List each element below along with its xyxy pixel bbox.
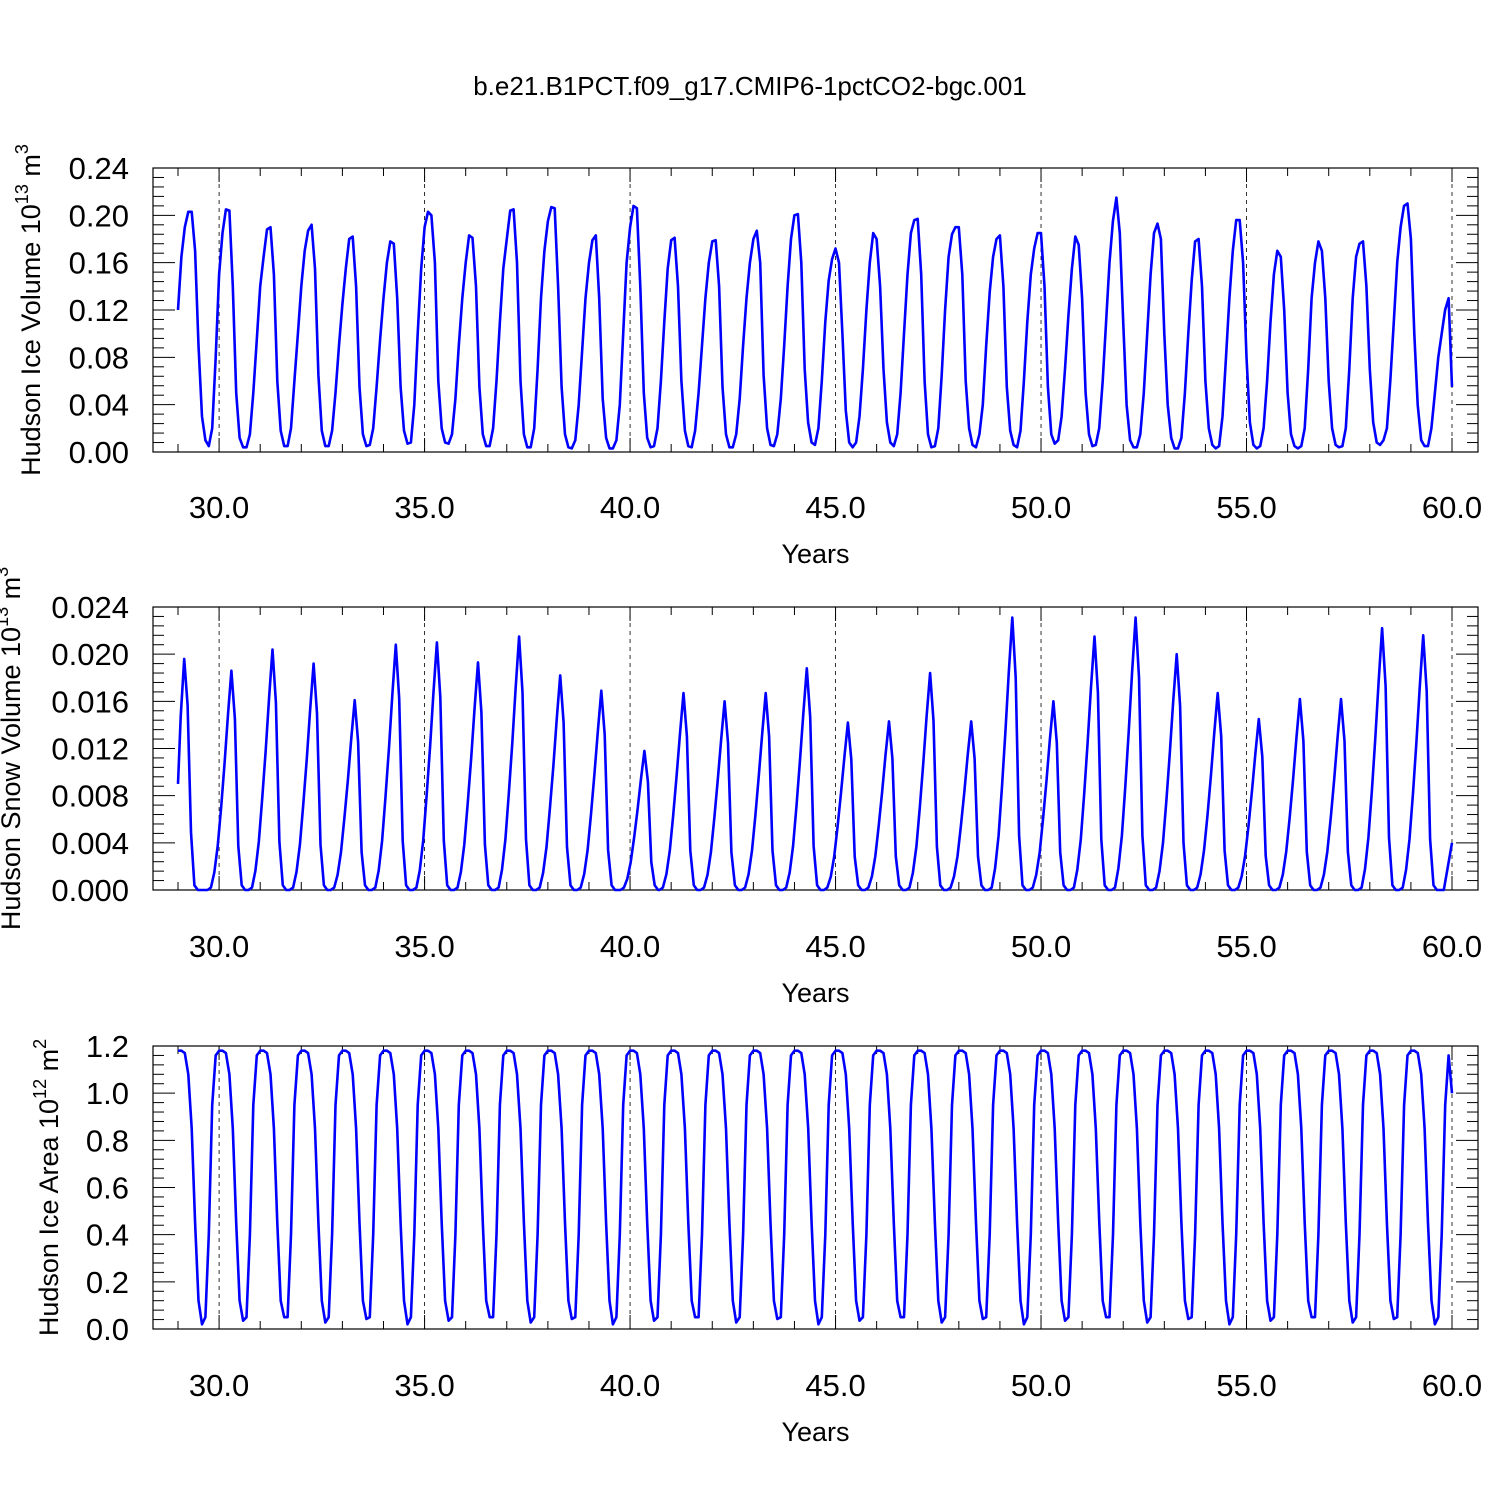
- snow-volume-series-line: [176, 616, 1454, 892]
- y-tick-label: 0.0: [86, 1312, 129, 1347]
- x-tick-label: 40.0: [600, 929, 660, 964]
- x-tick-label: 35.0: [394, 490, 454, 525]
- x-tick-label: 50.0: [1011, 490, 1071, 525]
- y-axis-label: Hudson Snow Volume 1013 m3: [0, 567, 26, 930]
- x-tick-label: 30.0: [189, 490, 249, 525]
- ice-volume-frame: [152, 167, 1479, 453]
- x-tick-label: 40.0: [600, 1368, 660, 1403]
- x-tick-label: 35.0: [394, 929, 454, 964]
- y-tick-label: 0.000: [51, 873, 129, 908]
- ice-volume-panel: 0.00 0.04 0.08 0.12 0.16 0.20 0.24 30.0 35.0 40.0…: [12, 144, 1482, 569]
- x-tick-label: 50.0: [1011, 929, 1071, 964]
- y-tick-label: 0.016: [51, 684, 129, 719]
- x-tick-label: 55.0: [1216, 1368, 1276, 1403]
- y-tick-label: 1.0: [86, 1076, 129, 1111]
- x-tick-label: 45.0: [805, 929, 865, 964]
- snow-volume-panel: 0.000 0.004 0.008 0.012 0.016 0.020 0.024 30.0 3…: [0, 567, 1482, 1008]
- y-tick-label: 0.12: [69, 293, 129, 328]
- y-axis-label: Hudson Ice Area 1012 m2: [30, 1039, 64, 1336]
- y-tick-label: 0.024: [51, 590, 129, 625]
- y-tick-label: 1.2: [86, 1029, 129, 1064]
- y-tick-label: 0.6: [86, 1171, 129, 1206]
- ice-volume-series-line: [176, 196, 1454, 450]
- x-tick-label: 35.0: [394, 1368, 454, 1403]
- y-tick-label: 0.8: [86, 1123, 129, 1158]
- x-tick-label: 60.0: [1422, 1368, 1482, 1403]
- figure-title: b.e21.B1PCT.f09_g17.CMIP6-1pctCO2-bgc.00…: [473, 71, 1027, 101]
- y-tick-label: 0.008: [51, 779, 129, 814]
- x-tick-label: 40.0: [600, 490, 660, 525]
- x-axis-label: Years: [781, 978, 849, 1008]
- y-tick-label: 0.24: [69, 151, 129, 186]
- x-tick-label: 60.0: [1422, 929, 1482, 964]
- x-tick-label: 45.0: [805, 1368, 865, 1403]
- y-tick-label: 0.4: [86, 1218, 129, 1253]
- x-tick-label: 45.0: [805, 490, 865, 525]
- y-tick-label: 0.04: [69, 388, 129, 423]
- x-tick-label: 55.0: [1216, 929, 1276, 964]
- x-axis-label: Years: [781, 539, 849, 569]
- y-tick-label: 0.012: [51, 732, 129, 767]
- x-tick-label: 50.0: [1011, 1368, 1071, 1403]
- x-tick-label: 30.0: [189, 929, 249, 964]
- y-tick-label: 0.08: [69, 340, 129, 375]
- y-tick-label: 0.020: [51, 637, 129, 672]
- ice-area-panel: 0.0 0.2 0.4 0.6 0.8 1.0 1.2 30.0 35.0 40.0 45.0 50.…: [30, 1029, 1482, 1447]
- x-tick-label: 55.0: [1216, 490, 1276, 525]
- y-tick-label: 0.00: [69, 435, 129, 470]
- y-tick-label: 0.16: [69, 246, 129, 281]
- x-tick-label: 60.0: [1422, 490, 1482, 525]
- x-tick-label: 30.0: [189, 1368, 249, 1403]
- y-tick-label: 0.20: [69, 198, 129, 233]
- ice-area-series-line: [178, 1049, 1454, 1326]
- y-axis-label: Hudson Ice Volume 1013 m3: [12, 144, 46, 476]
- x-axis-label: Years: [781, 1417, 849, 1447]
- y-tick-label: 0.004: [51, 826, 129, 861]
- y-tick-label: 0.2: [86, 1265, 129, 1300]
